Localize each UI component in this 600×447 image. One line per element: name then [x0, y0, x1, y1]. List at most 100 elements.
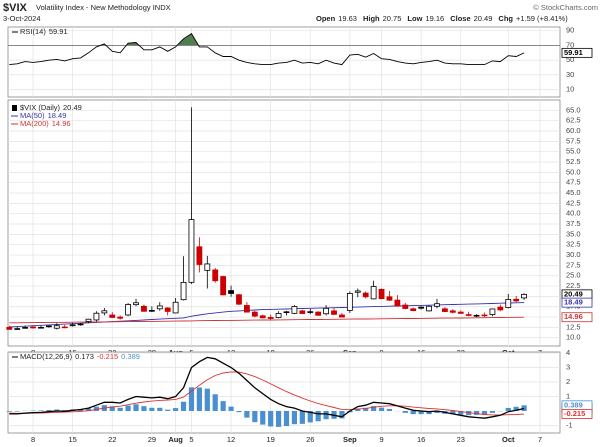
security-name: Volatility Index - New Methodology INDX	[36, 3, 171, 12]
y-tick-label: 50	[566, 55, 574, 64]
legend-value: 20.49	[63, 103, 82, 112]
x-tick-label: 15	[68, 435, 76, 444]
value-box	[561, 47, 593, 58]
candle-body	[331, 310, 337, 315]
legend-name: MA(50)	[20, 111, 45, 120]
quote-value: 20.49	[474, 14, 493, 23]
histogram-bar	[283, 410, 290, 427]
y-tick-label: 32.5	[566, 240, 581, 249]
candle-body	[53, 325, 60, 329]
quote-value: +1.59 (+8.41%)	[516, 14, 568, 23]
histogram-bar	[212, 394, 218, 411]
value-box	[561, 409, 593, 419]
rsi-line	[9, 32, 525, 66]
candle-body	[46, 325, 52, 328]
candle-body	[441, 308, 448, 312]
value-box	[561, 312, 593, 323]
histogram-bar	[323, 410, 329, 420]
candle-body	[307, 311, 314, 313]
value-box-label: 20.49	[564, 289, 583, 298]
candle-body	[346, 293, 353, 311]
histogram-bar	[109, 406, 115, 411]
quote-value: 19.16	[425, 14, 444, 23]
candle-body	[402, 304, 409, 309]
candle-body	[220, 276, 227, 296]
histogram-bar	[378, 407, 385, 411]
legend-name: MACD(12,26,9)	[20, 352, 73, 361]
candle-body	[133, 302, 139, 306]
histogram-bar	[6, 410, 12, 412]
candle-body	[196, 246, 203, 265]
candle-body	[85, 318, 92, 323]
candle-body	[6, 326, 13, 330]
histogram-bar	[133, 404, 139, 411]
candle-body	[481, 314, 488, 317]
y-tick-label: 1	[566, 391, 570, 400]
candle-body	[93, 312, 100, 321]
y-tick-label: 50.0	[566, 167, 581, 176]
histogram-bar	[418, 410, 424, 415]
histogram-bar	[386, 408, 393, 411]
y-tick-label: 2	[566, 377, 570, 386]
x-tick-label: Sep	[343, 435, 357, 444]
value-box-label: 59.91	[564, 48, 583, 57]
y-tick-label: 45.0	[566, 188, 581, 197]
histogram-bar	[93, 406, 100, 411]
histogram-bar	[54, 409, 60, 411]
y-tick-label: 55.0	[566, 147, 581, 156]
candle-body	[323, 307, 330, 315]
candle-body	[370, 286, 377, 300]
histogram-bar	[85, 408, 92, 411]
y-tick-label: 12.5	[566, 322, 581, 331]
x-tick-label: Aug	[168, 435, 183, 444]
histogram-bar	[46, 409, 52, 411]
candle-body	[465, 314, 472, 316]
candle-body	[354, 290, 361, 293]
x-tick-label: 22	[108, 435, 116, 444]
legend-name: $VIX (Daily)	[20, 103, 61, 112]
candle-body	[109, 314, 116, 318]
legend-value: 0.173	[75, 352, 94, 361]
candle-body	[434, 303, 440, 307]
y-tick-label: 90	[566, 26, 574, 35]
histogram-bar	[62, 410, 68, 411]
value-box-label: 0.389	[564, 400, 583, 409]
candle-body	[473, 314, 480, 317]
candle-body	[489, 308, 496, 315]
candle-body	[315, 311, 322, 316]
candle-body	[101, 310, 108, 314]
candle-body	[14, 328, 21, 330]
candle-body	[180, 281, 187, 301]
candle-body	[418, 306, 425, 309]
histogram-bar	[402, 410, 408, 413]
histogram-bar	[244, 410, 250, 418]
y-tick-label: 27.5	[566, 260, 581, 269]
x-tick-label: 29	[148, 435, 156, 444]
legend-icon	[12, 105, 17, 111]
legend-name: MA(200)	[20, 119, 49, 128]
histogram-bar	[307, 410, 313, 423]
candle-body	[188, 219, 195, 283]
candle-body	[497, 306, 504, 311]
value-box-label: 18.49	[564, 298, 583, 307]
candle-body	[172, 301, 179, 314]
histogram-bar	[315, 410, 321, 422]
x-tick-label: 16	[417, 435, 425, 444]
y-tick-label: -1	[566, 420, 573, 429]
candle-body	[449, 310, 456, 313]
histogram-bar	[204, 388, 210, 411]
y-tick-label: 52.5	[566, 157, 581, 166]
histogram-bar	[275, 410, 282, 427]
histogram-bar	[117, 407, 123, 411]
candle-body	[386, 296, 393, 301]
candle-body	[156, 305, 163, 310]
candle-body	[61, 326, 68, 329]
x-tick-label: 23	[457, 435, 465, 444]
y-tick-label: 30.0	[566, 250, 581, 259]
y-tick-label: 10.0	[566, 333, 581, 342]
candle-body	[243, 305, 250, 313]
histogram-bar	[180, 401, 187, 411]
quote-label: Close	[450, 14, 470, 23]
value-box-label: 14.96	[564, 312, 583, 321]
quote-date: 3-Oct-2024	[3, 14, 41, 23]
